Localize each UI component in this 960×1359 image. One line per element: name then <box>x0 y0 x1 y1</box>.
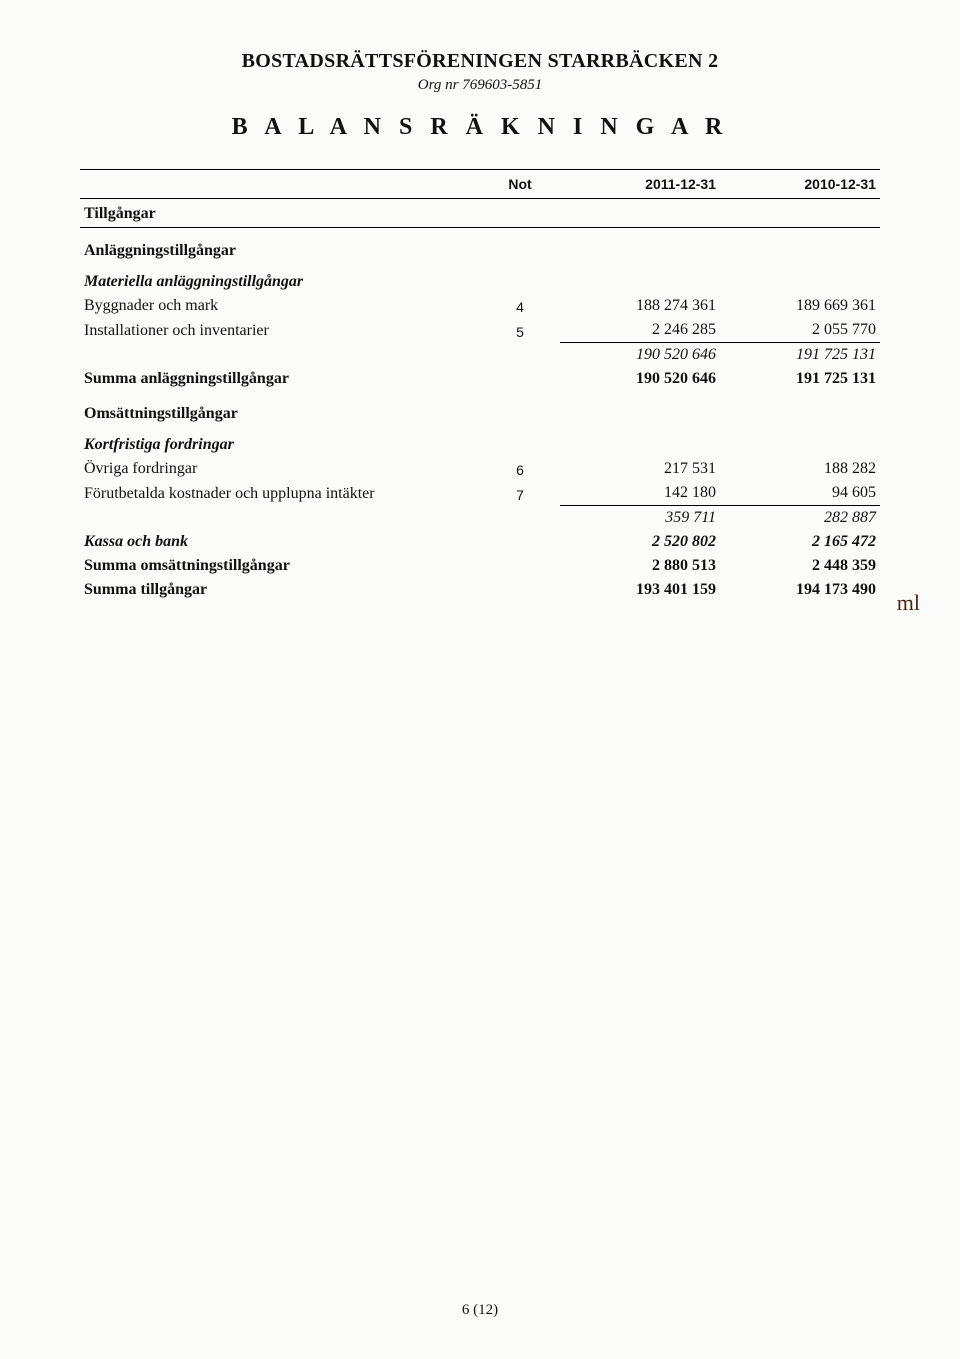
row-y1: 2 880 513 <box>560 554 720 578</box>
row-not: 4 <box>480 294 560 318</box>
row-y1: 190 520 646 <box>560 343 720 368</box>
section-label: Materiella anläggningstillgångar <box>80 263 880 294</box>
section-label: Omsättningstillgångar <box>80 391 880 426</box>
row-label: Summa anläggningstillgångar <box>80 367 480 391</box>
row-y2: 2 055 770 <box>720 318 880 343</box>
row-not: 7 <box>480 481 560 506</box>
section-label: Tillgångar <box>80 199 880 228</box>
row-ovriga: Övriga fordringar 6 217 531 188 282 <box>80 457 880 481</box>
row-y2: 2 448 359 <box>720 554 880 578</box>
row-forutbetalda: Förutbetalda kostnader och upplupna intä… <box>80 481 880 506</box>
section-materiella: Materiella anläggningstillgångar <box>80 263 880 294</box>
section-label: Anläggningstillgångar <box>80 228 880 264</box>
row-y2: 191 725 131 <box>720 343 880 368</box>
row-y2: 94 605 <box>720 481 880 506</box>
org-number: Org nr 769603-5851 <box>80 77 880 94</box>
table-header-row: Not 2011-12-31 2010-12-31 <box>80 170 880 199</box>
row-y1: 2 520 802 <box>560 530 720 554</box>
row-label <box>80 343 480 368</box>
row-y2: 188 282 <box>720 457 880 481</box>
row-summa-anlaggning: Summa anläggningstillgångar 190 520 646 … <box>80 367 880 391</box>
report-title: B A L A N S R Ä K N I N G A R <box>80 114 880 141</box>
row-byggnader: Byggnader och mark 4 188 274 361 189 669… <box>80 294 880 318</box>
row-not: 6 <box>480 457 560 481</box>
row-y2: 282 887 <box>720 506 880 531</box>
row-label: Summa tillgångar <box>80 578 480 602</box>
row-y1: 190 520 646 <box>560 367 720 391</box>
handwritten-initials: ml <box>897 590 920 616</box>
page-number: 6 (12) <box>0 1302 960 1319</box>
row-y1: 142 180 <box>560 481 720 506</box>
page: BOSTADSRÄTTSFÖRENINGEN STARRBÄCKEN 2 Org… <box>0 0 960 1359</box>
row-label: Summa omsättningstillgångar <box>80 554 480 578</box>
row-summa-omsattning: Summa omsättningstillgångar 2 880 513 2 … <box>80 554 880 578</box>
row-y2: 189 669 361 <box>720 294 880 318</box>
row-label: Övriga fordringar <box>80 457 480 481</box>
row-label: Byggnader och mark <box>80 294 480 318</box>
col-header-year1: 2011-12-31 <box>560 170 720 199</box>
row-y1: 188 274 361 <box>560 294 720 318</box>
row-kortfristiga-sum: 359 711 282 887 <box>80 506 880 531</box>
col-header-empty <box>80 170 480 199</box>
row-y2: 2 165 472 <box>720 530 880 554</box>
row-materiella-sum: 190 520 646 191 725 131 <box>80 343 880 368</box>
col-header-not: Not <box>480 170 560 199</box>
document-header: BOSTADSRÄTTSFÖRENINGEN STARRBÄCKEN 2 Org… <box>80 50 880 141</box>
row-label: Installationer och inventarier <box>80 318 480 343</box>
row-installationer: Installationer och inventarier 5 2 246 2… <box>80 318 880 343</box>
section-label: Kortfristiga fordringar <box>80 426 880 457</box>
row-kassa: Kassa och bank 2 520 802 2 165 472 <box>80 530 880 554</box>
row-y1: 359 711 <box>560 506 720 531</box>
row-label: Kassa och bank <box>80 530 480 554</box>
section-tillgangar: Tillgångar <box>80 199 880 228</box>
balance-table: Not 2011-12-31 2010-12-31 Tillgångar Anl… <box>80 169 880 602</box>
row-not: 5 <box>480 318 560 343</box>
row-y2: 191 725 131 <box>720 367 880 391</box>
row-y1: 193 401 159 <box>560 578 720 602</box>
row-summa-tillgangar: Summa tillgångar 193 401 159 194 173 490 <box>80 578 880 602</box>
row-y1: 2 246 285 <box>560 318 720 343</box>
org-name: BOSTADSRÄTTSFÖRENINGEN STARRBÄCKEN 2 <box>80 50 880 73</box>
row-y1: 217 531 <box>560 457 720 481</box>
section-kortfristiga: Kortfristiga fordringar <box>80 426 880 457</box>
row-label: Förutbetalda kostnader och upplupna intä… <box>80 481 480 506</box>
row-y2: 194 173 490 <box>720 578 880 602</box>
col-header-year2: 2010-12-31 <box>720 170 880 199</box>
section-anlaggning: Anläggningstillgångar <box>80 228 880 264</box>
section-omsattning: Omsättningstillgångar <box>80 391 880 426</box>
